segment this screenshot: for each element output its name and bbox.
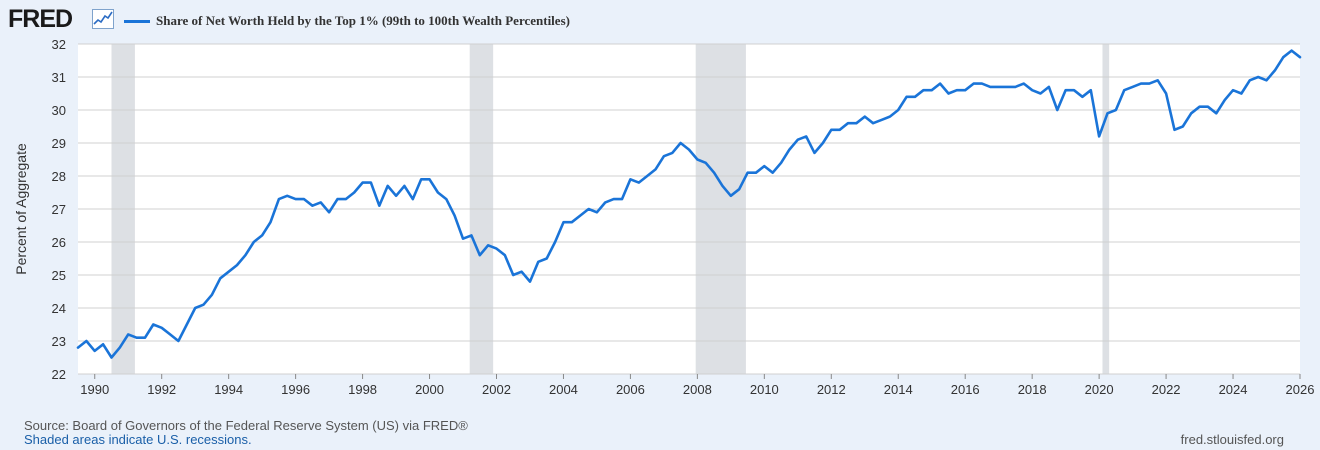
- x-tick-label: 2020: [1085, 382, 1114, 397]
- x-tick-label: 2026: [1286, 382, 1315, 397]
- y-tick-label: 30: [52, 103, 66, 118]
- series-line: [76, 49, 1302, 359]
- chart-legend: Share of Net Worth Held by the Top 1% (9…: [124, 13, 570, 29]
- y-tick-label: 32: [52, 37, 66, 52]
- x-tick-label: 1996: [281, 382, 310, 397]
- x-tick-label: 2004: [549, 382, 578, 397]
- x-tick-label: 2006: [616, 382, 645, 397]
- y-tick-label: 28: [52, 169, 66, 184]
- legend-line-swatch: [124, 19, 150, 23]
- y-tick-label: 22: [52, 367, 66, 382]
- x-tick-label: 2002: [482, 382, 511, 397]
- x-tick-label: 2016: [951, 382, 980, 397]
- x-tick-label: 2000: [415, 382, 444, 397]
- y-tick-label: 25: [52, 268, 66, 283]
- recession-note: Shaded areas indicate U.S. recessions.: [24, 432, 252, 447]
- x-tick-label: 2012: [817, 382, 846, 397]
- x-tick-label: 2008: [683, 382, 712, 397]
- site-url[interactable]: fred.stlouisfed.org: [1180, 432, 1284, 447]
- x-tick-label: 1998: [348, 382, 377, 397]
- y-tick-label: 24: [52, 301, 66, 316]
- legend-series-label: Share of Net Worth Held by the Top 1% (9…: [156, 13, 570, 28]
- x-tick-label: 1990: [80, 382, 109, 397]
- y-tick-label: 29: [52, 136, 66, 151]
- y-tick-label: 27: [52, 202, 66, 217]
- source-note: Source: Board of Governors of the Federa…: [24, 418, 468, 433]
- x-tick-label: 1992: [147, 382, 176, 397]
- y-tick-label: 23: [52, 334, 66, 349]
- x-tick-label: 2022: [1152, 382, 1181, 397]
- x-tick-label: 2024: [1219, 382, 1248, 397]
- x-tick-label: 2014: [884, 382, 913, 397]
- y-axis-label: Percent of Aggregate: [13, 143, 29, 275]
- x-tick-label: 2018: [1018, 382, 1047, 397]
- y-tick-label: 26: [52, 235, 66, 250]
- line-chart-icon: [92, 9, 114, 29]
- x-tick-label: 2010: [750, 382, 779, 397]
- fred-logo[interactable]: FRED: [8, 5, 73, 33]
- y-tick-label: 31: [52, 70, 66, 85]
- x-tick-label: 1994: [214, 382, 243, 397]
